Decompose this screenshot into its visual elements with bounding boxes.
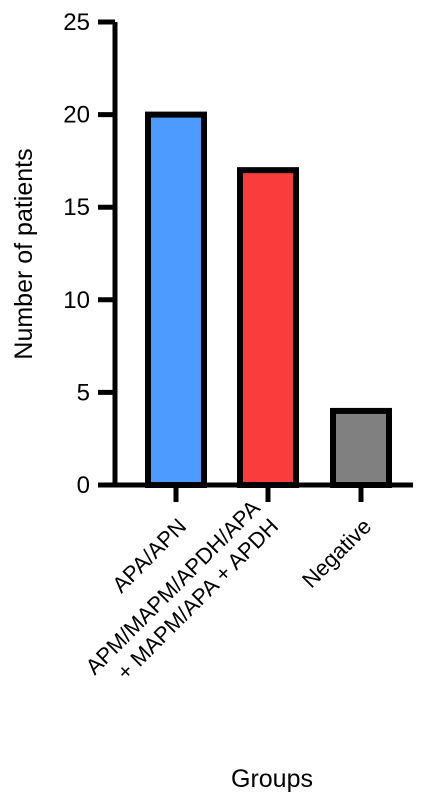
bars-group xyxy=(145,111,392,489)
y-tick-label: 10 xyxy=(63,287,90,314)
y-tick-label: 5 xyxy=(77,379,90,406)
bar-negative xyxy=(330,407,392,489)
bar-apa-apn xyxy=(145,111,207,488)
y-tick-label: 25 xyxy=(63,9,90,36)
y-tick-label: 0 xyxy=(77,472,90,499)
category-label-line: Negative xyxy=(297,514,376,593)
bar-apm-mapm-apdh-apa xyxy=(237,167,299,488)
y-axis: 0 5 10 15 20 25 xyxy=(63,9,118,499)
y-axis-title: Number of patients xyxy=(10,148,38,359)
category-label: Negative xyxy=(297,514,376,593)
y-tick-label: 20 xyxy=(63,102,90,129)
category-label-line: + MAPM/APA + APDH xyxy=(112,514,283,685)
x-axis-title: Groups xyxy=(231,765,313,793)
y-tick-label: 15 xyxy=(63,194,90,221)
